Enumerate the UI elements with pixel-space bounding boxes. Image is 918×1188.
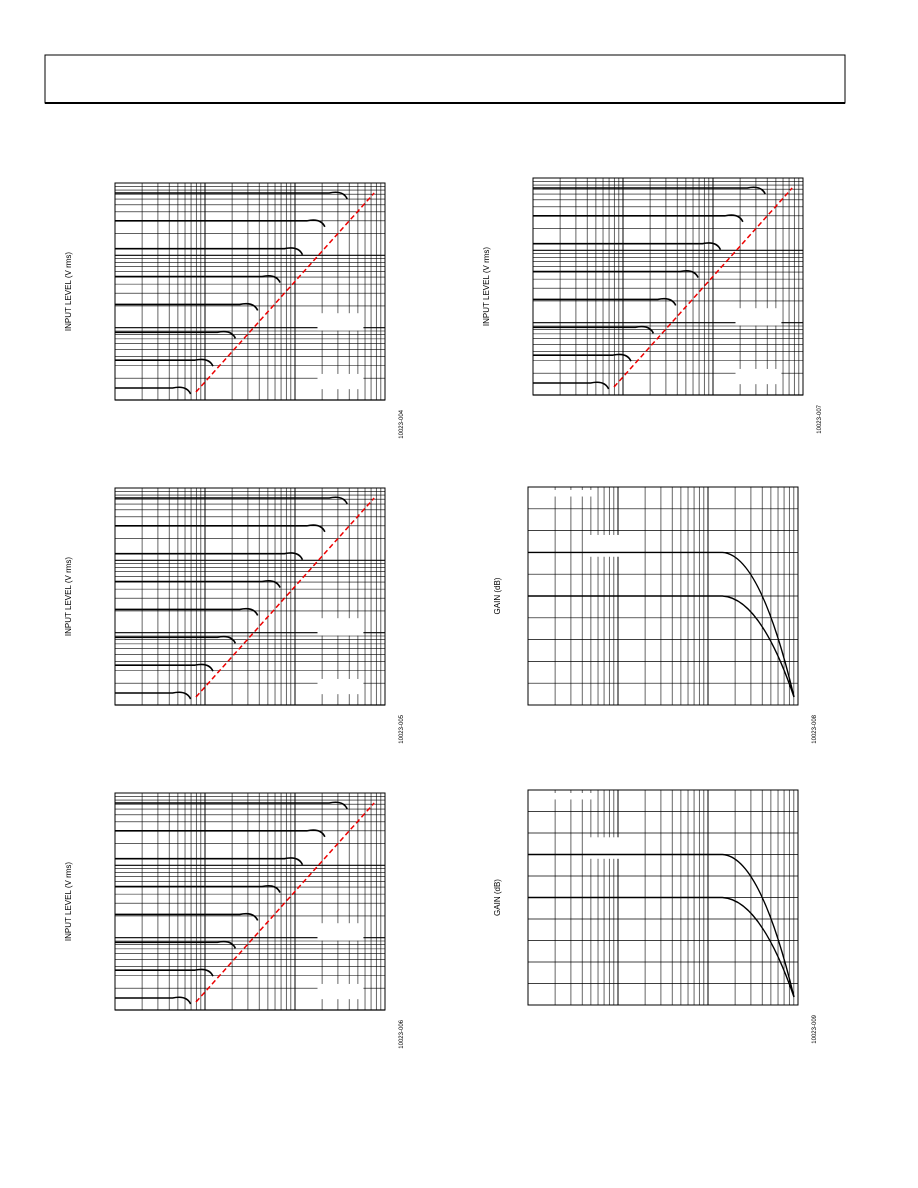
curve [115, 524, 326, 533]
figure: INPUT LEVEL (V rms) 10023-005 [64, 487, 405, 744]
curve [533, 381, 610, 390]
y-axis-label: GAIN (dB) [493, 577, 502, 614]
curve [115, 219, 326, 228]
curve [115, 912, 259, 921]
figure: INPUT LEVEL (V rms) 10023-006 [64, 792, 405, 1049]
legend-mask [540, 490, 594, 497]
limit-line [613, 187, 793, 388]
legend-mask [587, 837, 642, 859]
limit-line [195, 802, 375, 1003]
curve [115, 386, 192, 395]
plot-frame [532, 177, 804, 396]
curve [115, 968, 214, 977]
curve [528, 551, 795, 698]
curve [528, 853, 795, 998]
legend-mask [317, 923, 364, 941]
curve [115, 580, 281, 588]
figure: GAIN (dB) 10023-008 [493, 486, 818, 744]
header-box [44, 54, 846, 104]
figure-id: 10023-006 [399, 1019, 405, 1048]
y-axis-label: INPUT LEVEL (V rms) [64, 252, 73, 331]
curve [115, 275, 281, 283]
curve [528, 896, 795, 998]
figure: INPUT LEVEL (V rms) 10023-007 [482, 177, 823, 434]
y-axis-label: INPUT LEVEL (V rms) [64, 557, 73, 636]
legend-mask [317, 678, 364, 695]
legend-mask [735, 368, 782, 385]
legend-mask [540, 793, 594, 800]
curve [533, 325, 655, 334]
plot-frame [114, 792, 386, 1011]
curve [115, 302, 259, 311]
figure-id: 10023-009 [812, 1014, 818, 1043]
legend-mask [587, 534, 642, 557]
curve [115, 496, 348, 505]
legend-mask [317, 618, 364, 636]
curve [115, 663, 214, 672]
curve [115, 330, 237, 339]
curve [115, 857, 304, 866]
curve [115, 552, 304, 561]
curve [115, 829, 326, 838]
y-axis-label: GAIN (dB) [493, 879, 502, 916]
figure-id: 10023-007 [817, 404, 823, 433]
curve [115, 885, 281, 893]
legend-mask [735, 308, 782, 326]
plot-frame [114, 182, 386, 401]
limit-line [195, 497, 375, 698]
curve [115, 191, 348, 200]
plot-frame [114, 487, 386, 706]
legend-mask [317, 373, 364, 390]
legend-mask [317, 313, 364, 331]
curve [533, 270, 699, 278]
curve [533, 186, 766, 195]
curve [533, 353, 632, 362]
curve [115, 691, 192, 700]
y-axis-label: INPUT LEVEL (V rms) [64, 862, 73, 941]
figure: INPUT LEVEL (V rms) 10023-004 [64, 182, 405, 439]
curve [115, 247, 304, 256]
legend-mask [317, 983, 364, 1000]
limit-line [195, 192, 375, 393]
curve [533, 297, 677, 306]
curve [115, 996, 192, 1005]
y-axis-label: INPUT LEVEL (V rms) [482, 247, 491, 326]
figure-id: 10023-005 [399, 714, 405, 743]
curve [528, 595, 795, 698]
curve [115, 607, 259, 616]
figure-id: 10023-004 [399, 409, 405, 438]
curve [115, 940, 237, 949]
curve [533, 242, 722, 251]
curve [533, 214, 744, 223]
figure-id: 10023-008 [812, 714, 818, 743]
curve [115, 635, 237, 644]
curve [115, 358, 214, 367]
curve [115, 801, 348, 810]
figure: GAIN (dB) 10023-009 [493, 789, 818, 1044]
